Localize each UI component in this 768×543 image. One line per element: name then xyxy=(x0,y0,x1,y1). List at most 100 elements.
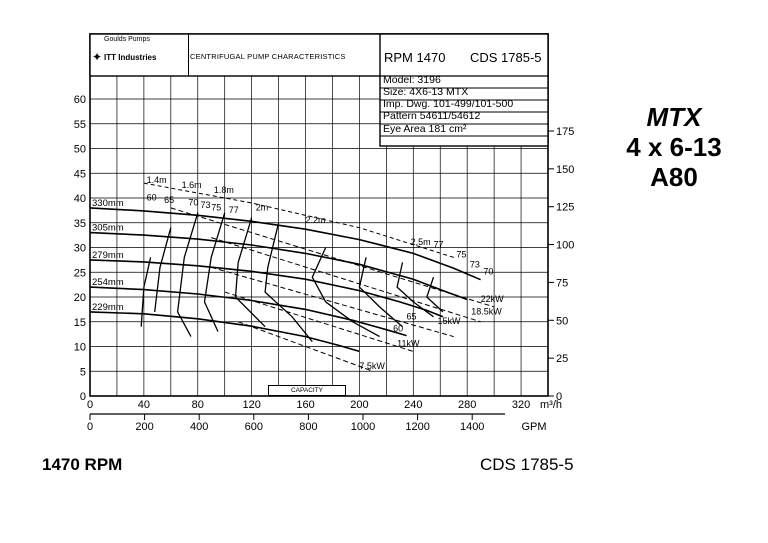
x-tick-label: 280 xyxy=(458,399,476,411)
chart-frame xyxy=(89,33,554,420)
efficiency-curve xyxy=(264,222,313,343)
gpm-tick-label: 0 xyxy=(87,421,93,433)
x-axis-label: m³/h xyxy=(540,399,562,411)
gpm-tick-label: 1400 xyxy=(460,421,484,433)
impeller-label: A80 xyxy=(650,162,698,192)
power-label: 11kW xyxy=(397,339,420,349)
npshr-label: 1.4m xyxy=(147,175,167,185)
x-tick-label: 0 xyxy=(87,399,93,411)
x-tick-label: 40 xyxy=(138,399,150,411)
y-tick-label: 30 xyxy=(74,243,86,255)
efficiency-curve xyxy=(140,257,152,327)
spec-eye-area: Eye Area 181 cm² xyxy=(383,123,467,135)
y-tick-label: 10 xyxy=(74,342,86,354)
impeller-dia-label: 279mm xyxy=(92,250,124,261)
efficiency-label: 70 xyxy=(483,267,493,277)
power-lines xyxy=(170,207,495,372)
x-tick-label: 80 xyxy=(192,399,204,411)
power-line xyxy=(211,266,454,338)
y-tick-label: 20 xyxy=(74,292,86,304)
right-tick-label: 175 xyxy=(556,126,574,138)
head-curve xyxy=(89,207,481,281)
impeller-dia-label: 305mm xyxy=(92,223,124,234)
npshr-label: 2.5m xyxy=(411,237,431,247)
gpm-tick-label: 400 xyxy=(190,421,208,433)
x-tick-label: 120 xyxy=(242,399,260,411)
spec-box xyxy=(379,33,549,147)
power-label: 22kW xyxy=(481,294,505,304)
logo-icon: ✦ xyxy=(92,50,103,64)
efficiency-label: 75 xyxy=(211,202,221,212)
right-tick-label: 150 xyxy=(556,164,574,176)
spec-imp-dwg: Imp. Dwg. 101-499/101-500 xyxy=(383,98,514,110)
capacity-label: CAPACITY xyxy=(268,385,346,396)
x-tick-label: 240 xyxy=(404,399,422,411)
efficiency-label: 60 xyxy=(393,324,403,334)
power-line xyxy=(170,207,495,308)
npshr-label: 2m xyxy=(256,202,269,212)
impeller-dia-label: 229mm xyxy=(92,302,124,313)
efficiency-label: 65 xyxy=(164,195,174,205)
spec-size: Size: 4X6-13 MTX xyxy=(383,86,469,98)
y-tick-label: 35 xyxy=(74,218,86,230)
gpm-tick-label: 1000 xyxy=(351,421,375,433)
spec-pattern: Pattern 54611/54612 xyxy=(383,110,481,122)
gpm-tick-label: 800 xyxy=(299,421,317,433)
impeller-dia-label: 254mm xyxy=(92,277,124,288)
power-label: 15kW xyxy=(438,316,462,326)
right-tick-label: 25 xyxy=(556,353,568,365)
npshr-curve xyxy=(143,182,454,258)
spec-model: Model: 3196 xyxy=(383,74,441,86)
cds-label: CDS 1785-5 xyxy=(470,50,542,65)
gpm-tick-label: 1200 xyxy=(405,421,429,433)
logo-brand: ITT Industries xyxy=(104,53,157,62)
efficiency-label: 73 xyxy=(200,200,210,210)
efficiency-curve xyxy=(426,276,444,313)
efficiency-label: 75 xyxy=(456,249,466,259)
npshr-label: 2.2m xyxy=(306,215,326,225)
right-tick-label: 50 xyxy=(556,315,568,327)
impeller-dia-label: 330mm xyxy=(92,198,124,209)
right-tick-label: 75 xyxy=(556,277,568,289)
efficiency-curve xyxy=(154,227,172,312)
y-tick-label: 45 xyxy=(74,168,86,180)
y-tick-label: 15 xyxy=(74,317,86,329)
efficiency-curve xyxy=(234,217,266,328)
head-curve xyxy=(89,311,360,353)
efficiency-label: 77 xyxy=(229,205,239,215)
efficiency-curve xyxy=(396,262,434,318)
footer-cds: CDS 1785-5 xyxy=(480,455,574,474)
head-curve xyxy=(89,231,468,301)
efficiency-label: 73 xyxy=(470,259,480,269)
power-label: 18.5kW xyxy=(471,306,502,316)
npshr-label: 1.6m xyxy=(182,180,202,190)
y-tick-label: 5 xyxy=(80,366,86,378)
chart-labels: 0510152025303540455055600255075100125150… xyxy=(74,94,575,433)
y-tick-label: 0 xyxy=(80,391,86,403)
gpm-axis-label: GPM xyxy=(521,421,546,433)
power-line xyxy=(211,237,481,323)
efficiency-label: 65 xyxy=(407,311,417,321)
logo-company: Goulds Pumps xyxy=(104,36,150,43)
power-line xyxy=(224,291,414,352)
chart-title: CENTRIFUGAL PUMP CHARACTERISTICS xyxy=(190,52,346,61)
right-tick-label: 0 xyxy=(556,391,562,403)
efficiency-curve xyxy=(203,212,226,332)
efficiency-label: 77 xyxy=(434,240,444,250)
size-label: 4 x 6-13 xyxy=(626,132,722,162)
y-tick-label: 50 xyxy=(74,144,86,156)
y-tick-label: 60 xyxy=(74,94,86,106)
efficiency-curve xyxy=(358,257,403,328)
x-tick-label: 160 xyxy=(296,399,314,411)
head-curves xyxy=(89,207,481,353)
series-label: MTX xyxy=(646,102,702,132)
power-label: 7.5kW xyxy=(359,361,385,371)
npshr-label: 1.8m xyxy=(214,185,234,195)
head-curve xyxy=(89,259,444,318)
efficiency-label: 70 xyxy=(188,197,198,207)
efficiency-curve xyxy=(311,247,380,338)
x-tick-label: 200 xyxy=(350,399,368,411)
gpm-tick-label: 600 xyxy=(245,421,263,433)
y-tick-label: 40 xyxy=(74,193,86,205)
